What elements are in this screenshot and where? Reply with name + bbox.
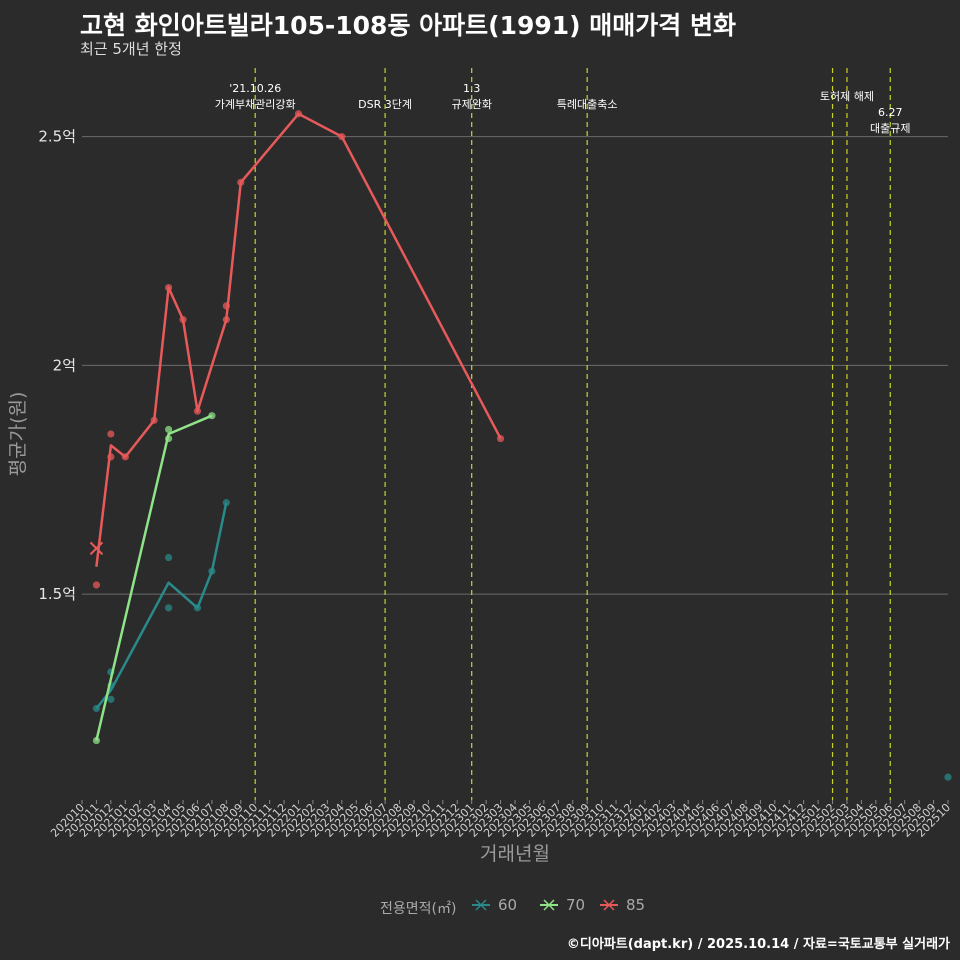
legend-label-85: 85 (626, 896, 646, 914)
series-line-70 (95, 414, 213, 741)
series-line-60 (95, 502, 228, 710)
data-point-85 (294, 110, 303, 118)
y-tick-label: 1.5억 (38, 585, 76, 603)
source-caption: ©디아파트(dapt.kr) / 2025.10.14 / 자료=국토교통부 실… (566, 937, 950, 952)
data-point-60 (165, 553, 173, 562)
y-tick-label: 2.5억 (38, 128, 76, 146)
chart-subtitle: 최근 5개년 한정 (80, 40, 182, 58)
data-point-60 (165, 604, 173, 612)
chart-title: 고현 화인아트빌라105-108동 아파트(1991) 매매가격 변화 (80, 11, 736, 40)
data-point-85 (121, 453, 129, 461)
data-point-60 (193, 604, 202, 612)
legend-item-85: 85 (598, 896, 645, 914)
legend: 전용면적(㎡) 60 70 85 (0, 894, 960, 918)
policy-label: DSR 3단계 (358, 98, 412, 111)
legend-label-70: 70 (566, 896, 586, 914)
cancel-marker-85 (89, 541, 104, 556)
y-tick-label: 2억 (53, 356, 76, 374)
legend-title: 전용면적(㎡) (380, 901, 457, 917)
policy-label: 특례대출축소 (557, 98, 618, 111)
policy-label: 토허제 해제 (820, 89, 874, 103)
policy-label: 가계부채관리강화 (215, 98, 296, 111)
y-axis-title: 평균가(원) (7, 392, 29, 477)
data-point-85 (193, 407, 202, 415)
data-point-85 (179, 316, 187, 324)
data-point-85 (107, 430, 115, 438)
data-point-60 (944, 773, 952, 781)
policy-label: 대출규제 (870, 122, 910, 135)
legend-label-60: 60 (498, 896, 518, 914)
policy-label: '21.10.26 (229, 82, 281, 95)
data-point-60 (222, 499, 230, 507)
data-point-85 (107, 453, 115, 461)
policy-label: 1.3 (463, 82, 481, 95)
data-point-85 (338, 133, 346, 141)
data-point-85 (237, 178, 245, 186)
data-point-85 (222, 302, 230, 310)
data-point-85 (222, 316, 230, 324)
data-point-70 (165, 434, 173, 443)
data-point-85 (150, 416, 158, 424)
policy-label: 규제완화 (451, 98, 491, 111)
data-point-85 (92, 581, 101, 589)
legend-item-60: 60 (470, 896, 517, 914)
data-point-60 (92, 704, 101, 713)
series-line-85 (95, 112, 502, 567)
data-point-70 (208, 412, 216, 420)
data-point-70 (165, 425, 173, 434)
legend-item-70: 70 (538, 896, 585, 914)
data-point-60 (208, 567, 216, 575)
data-point-85 (496, 434, 505, 443)
data-point-70 (92, 736, 101, 745)
data-point-85 (165, 284, 173, 292)
x-axis-title: 거래년월 (480, 843, 550, 865)
policy-label: 6.27 (878, 106, 903, 119)
data-point-60 (107, 695, 115, 703)
